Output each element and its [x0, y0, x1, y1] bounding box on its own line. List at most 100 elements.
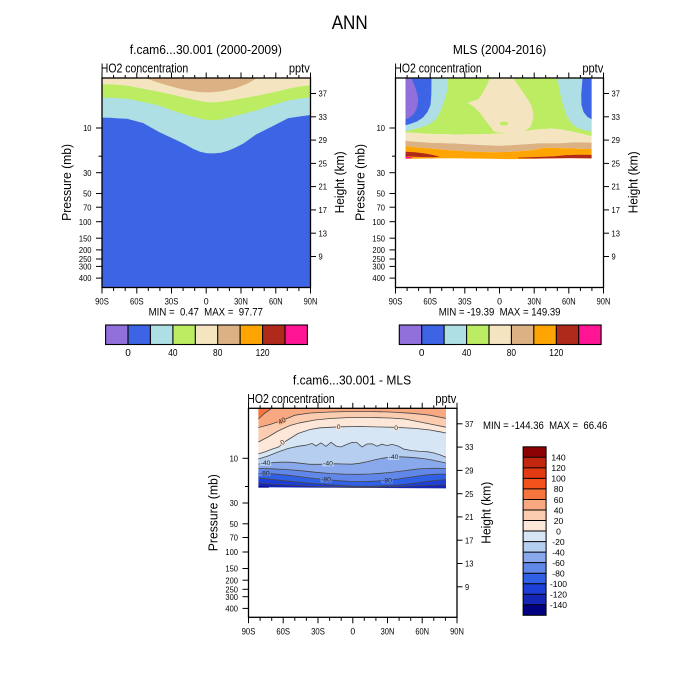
- svg-text:100: 100: [225, 547, 238, 557]
- svg-text:200: 200: [79, 245, 92, 255]
- svg-text:100: 100: [551, 474, 566, 484]
- svg-text:30: 30: [230, 498, 239, 508]
- svg-text:30S: 30S: [311, 626, 325, 636]
- svg-text:80: 80: [507, 348, 517, 359]
- svg-text:90S: 90S: [389, 297, 403, 307]
- svg-text:90S: 90S: [242, 626, 256, 636]
- svg-text:Height (km): Height (km): [479, 482, 494, 544]
- svg-text:-40: -40: [389, 454, 399, 461]
- svg-text:Height (km): Height (km): [332, 151, 347, 213]
- svg-text:29: 29: [612, 135, 621, 145]
- svg-text:9: 9: [612, 252, 616, 262]
- svg-text:-60: -60: [552, 558, 565, 568]
- svg-text:0: 0: [279, 439, 287, 447]
- svg-text:-80: -80: [382, 478, 392, 485]
- svg-text:120: 120: [256, 348, 270, 359]
- svg-text:30N: 30N: [527, 297, 541, 307]
- svg-text:30S: 30S: [165, 297, 179, 307]
- svg-text:30S: 30S: [458, 297, 472, 307]
- svg-text:150: 150: [79, 233, 92, 243]
- svg-text:80: 80: [554, 484, 564, 494]
- svg-text:pptv: pptv: [435, 391, 456, 406]
- svg-text:400: 400: [79, 273, 92, 283]
- svg-text:60N: 60N: [269, 297, 283, 307]
- svg-text:-120: -120: [550, 590, 567, 600]
- svg-text:20: 20: [554, 516, 564, 526]
- svg-text:-80: -80: [552, 569, 565, 579]
- svg-text:400: 400: [372, 273, 385, 283]
- svg-text:150: 150: [372, 233, 385, 243]
- svg-text:250: 250: [79, 254, 92, 264]
- svg-text:-40: -40: [323, 461, 333, 468]
- svg-text:9: 9: [319, 252, 323, 262]
- svg-text:33: 33: [319, 112, 328, 122]
- svg-text:100: 100: [372, 217, 385, 227]
- svg-text:pptv: pptv: [582, 61, 603, 76]
- svg-text:37: 37: [612, 89, 621, 99]
- svg-text:200: 200: [372, 245, 385, 255]
- svg-text:25: 25: [465, 489, 474, 499]
- svg-text:9: 9: [465, 582, 469, 592]
- svg-text:60N: 60N: [562, 297, 576, 307]
- svg-text:17: 17: [465, 535, 474, 545]
- svg-text:250: 250: [225, 584, 238, 594]
- svg-text:70: 70: [83, 202, 92, 212]
- svg-text:60S: 60S: [276, 626, 290, 636]
- svg-text:0: 0: [350, 626, 355, 636]
- svg-text:21: 21: [319, 182, 328, 192]
- svg-text:400: 400: [225, 604, 238, 614]
- svg-text:0: 0: [419, 348, 425, 359]
- svg-text:f.cam6...30.001 (2000-2009): f.cam6...30.001 (2000-2009): [130, 42, 282, 57]
- svg-text:MIN = -144.36 MAX = 66.46: MIN = -144.36 MAX = 66.46: [483, 420, 607, 432]
- svg-text:70: 70: [230, 533, 239, 543]
- svg-text:f.cam6...30.001 - MLS: f.cam6...30.001 - MLS: [293, 372, 411, 387]
- svg-text:300: 300: [79, 262, 92, 272]
- svg-text:Pressure (mb): Pressure (mb): [352, 144, 367, 221]
- svg-text:30: 30: [83, 168, 92, 178]
- svg-text:-20: -20: [552, 537, 565, 547]
- svg-text:40: 40: [462, 348, 472, 359]
- svg-text:HO2 concentration: HO2 concentration: [394, 61, 481, 76]
- svg-text:0: 0: [125, 348, 131, 359]
- svg-text:30N: 30N: [381, 626, 395, 636]
- svg-text:10: 10: [377, 123, 386, 133]
- svg-text:140: 140: [551, 453, 566, 463]
- svg-text:60S: 60S: [130, 297, 144, 307]
- svg-text:MLS (2004-2016): MLS (2004-2016): [453, 42, 546, 57]
- svg-text:40: 40: [277, 417, 287, 427]
- svg-text:80: 80: [213, 348, 223, 359]
- svg-text:0: 0: [394, 425, 398, 432]
- svg-text:0: 0: [497, 297, 502, 307]
- svg-text:29: 29: [319, 135, 328, 145]
- svg-text:33: 33: [612, 112, 621, 122]
- svg-text:200: 200: [225, 575, 238, 585]
- svg-text:17: 17: [319, 205, 328, 215]
- svg-text:70: 70: [377, 202, 386, 212]
- svg-text:90S: 90S: [95, 297, 109, 307]
- svg-text:-40: -40: [261, 460, 271, 467]
- svg-text:0: 0: [337, 424, 341, 431]
- svg-text:150: 150: [225, 564, 238, 574]
- svg-text:120: 120: [549, 348, 563, 359]
- svg-text:29: 29: [465, 466, 474, 476]
- svg-text:90N: 90N: [450, 626, 464, 636]
- svg-text:30N: 30N: [234, 297, 248, 307]
- svg-text:40: 40: [554, 505, 564, 515]
- svg-text:60S: 60S: [423, 297, 437, 307]
- svg-text:33: 33: [465, 442, 474, 452]
- svg-text:100: 100: [79, 217, 92, 227]
- svg-text:-80: -80: [260, 470, 270, 477]
- svg-text:120: 120: [551, 463, 566, 473]
- svg-text:30: 30: [377, 168, 386, 178]
- svg-text:17: 17: [612, 205, 621, 215]
- svg-text:10: 10: [230, 453, 239, 463]
- svg-text:50: 50: [377, 189, 386, 199]
- svg-text:0: 0: [556, 526, 561, 536]
- svg-text:-100: -100: [550, 579, 567, 589]
- svg-text:10: 10: [83, 123, 92, 133]
- svg-text:25: 25: [612, 159, 621, 169]
- svg-text:0: 0: [204, 297, 209, 307]
- svg-text:37: 37: [319, 89, 328, 99]
- svg-text:21: 21: [465, 512, 474, 522]
- svg-text:50: 50: [230, 519, 239, 529]
